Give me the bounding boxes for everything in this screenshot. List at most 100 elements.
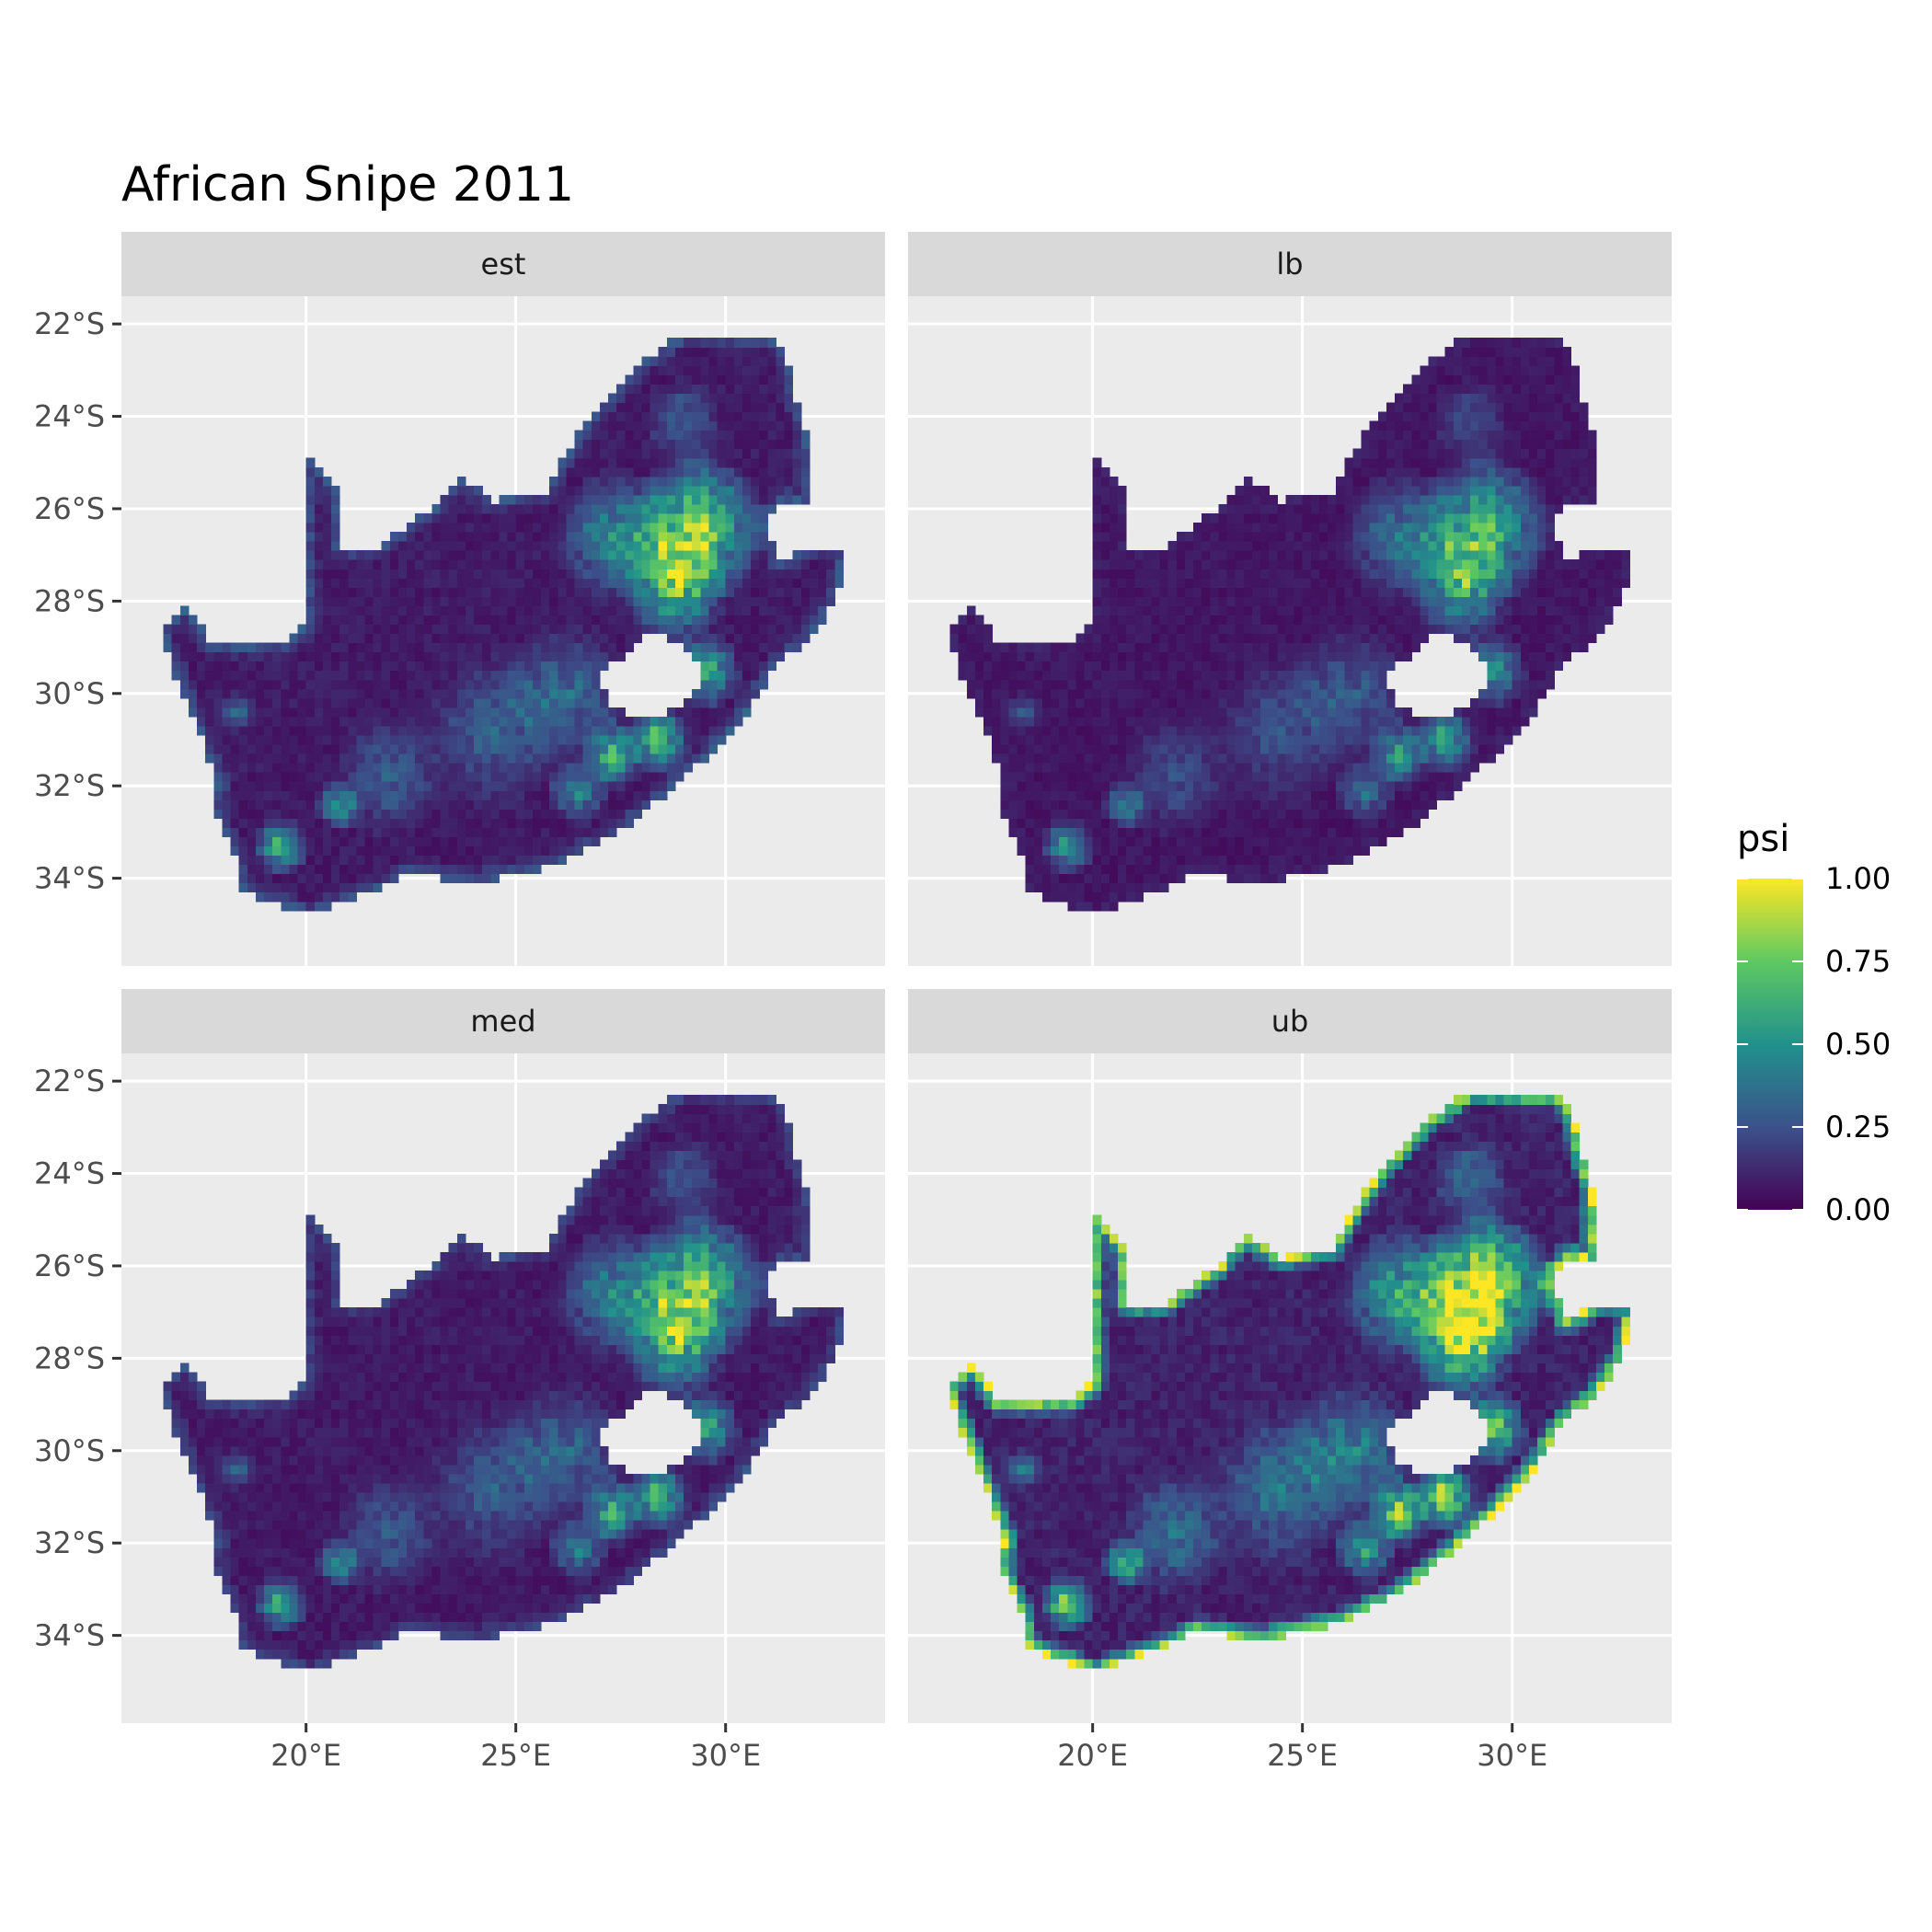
raster-cell [230,670,240,681]
raster-cell [800,624,811,635]
raster-cell [1235,772,1245,782]
raster-cell [692,457,701,468]
raster-cell [322,642,332,653]
raster-cell [1193,772,1202,782]
raster-cell [364,587,374,597]
raster-cell [666,420,676,431]
raster-cell [751,578,760,588]
raster-cell [599,420,609,431]
raster-cell [515,670,525,681]
raster-cell [574,457,584,468]
raster-cell [205,661,214,672]
raster-cell [633,550,643,560]
raster-cell [834,550,844,560]
raster-cell [1336,827,1345,837]
raster-cell [305,596,316,606]
raster-cell [717,633,727,644]
raster-cell [1202,818,1211,828]
raster-cell [289,679,299,690]
raster-cell [599,402,609,413]
raster-cell [1403,402,1412,413]
raster-cell [1395,587,1404,597]
raster-cell [1109,901,1119,912]
raster-cell [700,679,709,690]
raster-cell [666,503,676,514]
raster-cell [574,827,584,837]
raster-cell [348,799,357,810]
raster-cell [247,790,257,800]
raster-cell [1176,836,1186,846]
raster-cell [423,818,433,828]
raster-cell [440,541,450,551]
raster-cell [708,356,719,366]
raster-cell [1008,809,1018,819]
raster-cell [591,697,601,708]
raster-cell [725,476,735,487]
raster-cell [322,688,332,699]
raster-cell [1118,605,1127,615]
raster-cell [1420,550,1430,560]
raster-cell [541,744,550,754]
raster-cell [314,716,324,727]
raster-cell [1352,532,1363,542]
raster-cell [1243,763,1253,773]
raster-cell [448,827,458,837]
raster-cell [398,559,408,569]
raster-cell [717,596,727,606]
raster-cell [1310,818,1320,828]
raster-cell [1352,448,1363,459]
raster-cell [733,338,743,348]
raster-cell [582,633,592,644]
raster-cell [650,476,660,487]
raster-cell [532,809,542,819]
raster-cell [767,633,776,644]
raster-cell [1361,523,1371,533]
raster-cell [1159,799,1169,810]
raster-cell [1294,716,1304,727]
raster-cell [523,855,534,866]
raster-cell [373,569,383,579]
raster-cell [574,642,584,653]
raster-cell [356,882,366,893]
raster-cell [1285,772,1295,782]
raster-cell [456,605,466,615]
raster-cell [1403,651,1412,662]
raster-cell [742,661,752,672]
raster-cell [1269,873,1278,884]
raster-cell [1310,725,1320,736]
raster-cell [205,688,214,699]
raster-cell [1352,466,1363,477]
raster-cell [751,393,760,403]
raster-cell [448,753,458,764]
raster-cell [608,651,617,662]
raster-cell [1428,402,1438,413]
raster-cell [1126,735,1135,745]
raster-cell [1202,809,1211,819]
raster-cell [650,744,660,754]
raster-cell [1344,476,1353,487]
raster-cell [1134,753,1144,764]
raster-cell [1193,707,1202,718]
raster-cell [958,661,968,672]
raster-cell [582,569,592,579]
raster-cell [599,818,609,828]
raster-cell [792,605,802,615]
raster-cell [1395,559,1404,569]
raster-cell [1411,541,1420,551]
raster-cell [1118,781,1127,791]
raster-cell [599,772,609,782]
raster-cell [574,578,584,588]
raster-cell [1143,661,1153,672]
raster-cell [1403,578,1412,588]
raster-cell [1143,605,1153,615]
raster-cell [633,809,643,819]
raster-cell [1310,541,1320,551]
raster-cell [1436,513,1446,523]
raster-cell [1008,661,1018,672]
raster-cell [507,781,517,791]
raster-cell [1167,679,1178,690]
raster-cell [1218,624,1228,635]
raster-cell [1361,799,1371,810]
raster-cell [1260,485,1270,496]
